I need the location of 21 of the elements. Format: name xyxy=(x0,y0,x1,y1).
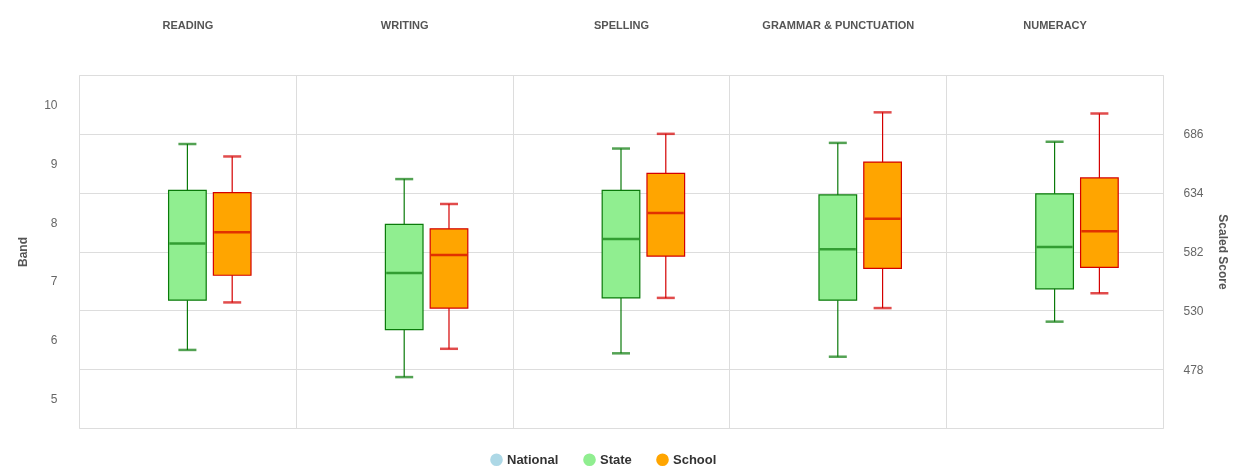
y2-tick-label: 478 xyxy=(1183,362,1204,377)
y2-tick-label: 686 xyxy=(1183,127,1204,142)
y-axis-title: Band xyxy=(16,237,31,267)
y-tick-label: 5 xyxy=(50,392,58,407)
x-tick-label: NUMERACY xyxy=(1023,18,1088,31)
y-tick-label: 6 xyxy=(50,333,58,348)
y2-tick-label: 582 xyxy=(1183,245,1204,259)
y-tick-label: 8 xyxy=(50,215,58,230)
y2-axis-title: Scaled Score xyxy=(1215,214,1230,291)
legend-label: School xyxy=(673,451,717,467)
y-tick-label: 10 xyxy=(44,97,58,112)
legend-label: National xyxy=(507,451,559,467)
x-tick-label: WRITING xyxy=(380,18,429,31)
x-tick-label: GRAMMAR & PUNCTUATION xyxy=(762,18,915,31)
x-tick-label: READING xyxy=(162,18,214,31)
y-tick-label: 9 xyxy=(50,156,58,171)
y-tick-label: 7 xyxy=(50,274,58,289)
x-tick-label: SPELLING xyxy=(593,18,650,31)
y2-tick-label: 634 xyxy=(1183,186,1204,201)
legend-label: State xyxy=(600,451,632,467)
y2-tick-label: 530 xyxy=(1183,303,1204,318)
